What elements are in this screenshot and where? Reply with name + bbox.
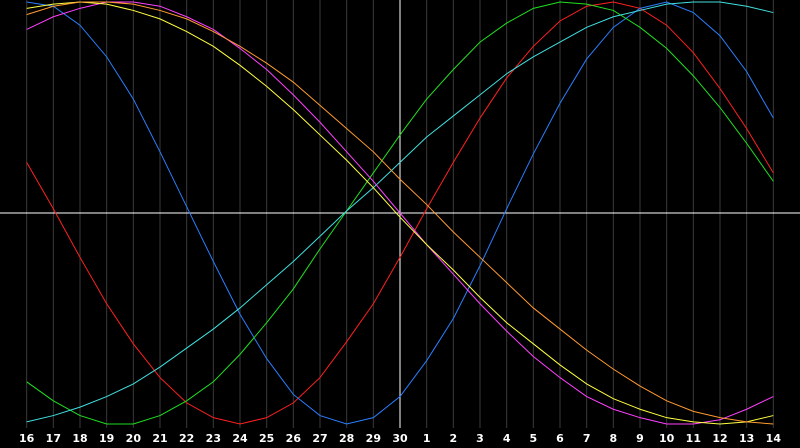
- x-tick-label: 5: [530, 432, 538, 445]
- curve: [26, 1, 774, 425]
- x-tick-label: 29: [366, 432, 381, 445]
- x-tick-label: 28: [339, 432, 354, 445]
- x-tick-label: 9: [636, 432, 644, 445]
- x-tick-label: 10: [659, 432, 675, 445]
- x-tick-label: 30: [392, 432, 408, 445]
- x-tick-label: 27: [312, 432, 327, 445]
- curve: [26, 1, 774, 425]
- x-tick-label: 25: [259, 432, 274, 445]
- curve: [26, 1, 774, 425]
- x-tick-label: 12: [712, 432, 727, 445]
- x-tick-label: 14: [766, 432, 782, 445]
- x-tick-label: 23: [206, 432, 221, 445]
- x-tick-label: 3: [476, 432, 484, 445]
- x-tick-label: 4: [503, 432, 511, 445]
- curve: [26, 1, 774, 425]
- curve: [26, 1, 774, 423]
- curve: [26, 1, 774, 425]
- x-tick-label: 22: [179, 432, 194, 445]
- x-tick-label: 11: [686, 432, 701, 445]
- x-tick-label: 18: [72, 432, 87, 445]
- x-tick-label: 17: [46, 432, 61, 445]
- x-tick-label: 16: [19, 432, 35, 445]
- x-tick-label: 2: [450, 432, 458, 445]
- x-tick-label: 20: [126, 432, 142, 445]
- day-labels: 16 17 18 19 20 21 22 23 24 25 26 27 28 29 30 1 2 3 4 5 6 7 8 9 1…: [19, 432, 781, 445]
- x-tick-label: 24: [232, 432, 248, 445]
- x-tick-label: 7: [583, 432, 591, 445]
- x-tick-label: 13: [739, 432, 754, 445]
- x-tick-label: 26: [286, 432, 302, 445]
- x-tick-label: 19: [99, 432, 114, 445]
- x-tick-label: 1: [423, 432, 431, 445]
- curves: [26, 1, 774, 425]
- x-tick-label: 8: [610, 432, 618, 445]
- x-tick-label: 6: [556, 432, 564, 445]
- curve: [26, 1, 774, 425]
- x-tick-label: 21: [152, 432, 167, 445]
